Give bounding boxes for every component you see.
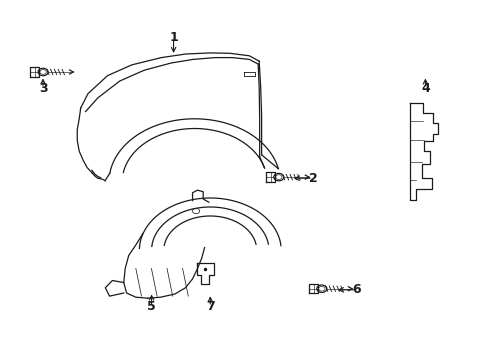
- Text: 2: 2: [308, 172, 317, 185]
- Text: 5: 5: [147, 300, 156, 313]
- Text: 6: 6: [352, 283, 361, 296]
- Text: 4: 4: [420, 82, 429, 95]
- Text: 1: 1: [169, 31, 178, 44]
- Text: 7: 7: [205, 300, 214, 313]
- Text: 3: 3: [39, 82, 47, 95]
